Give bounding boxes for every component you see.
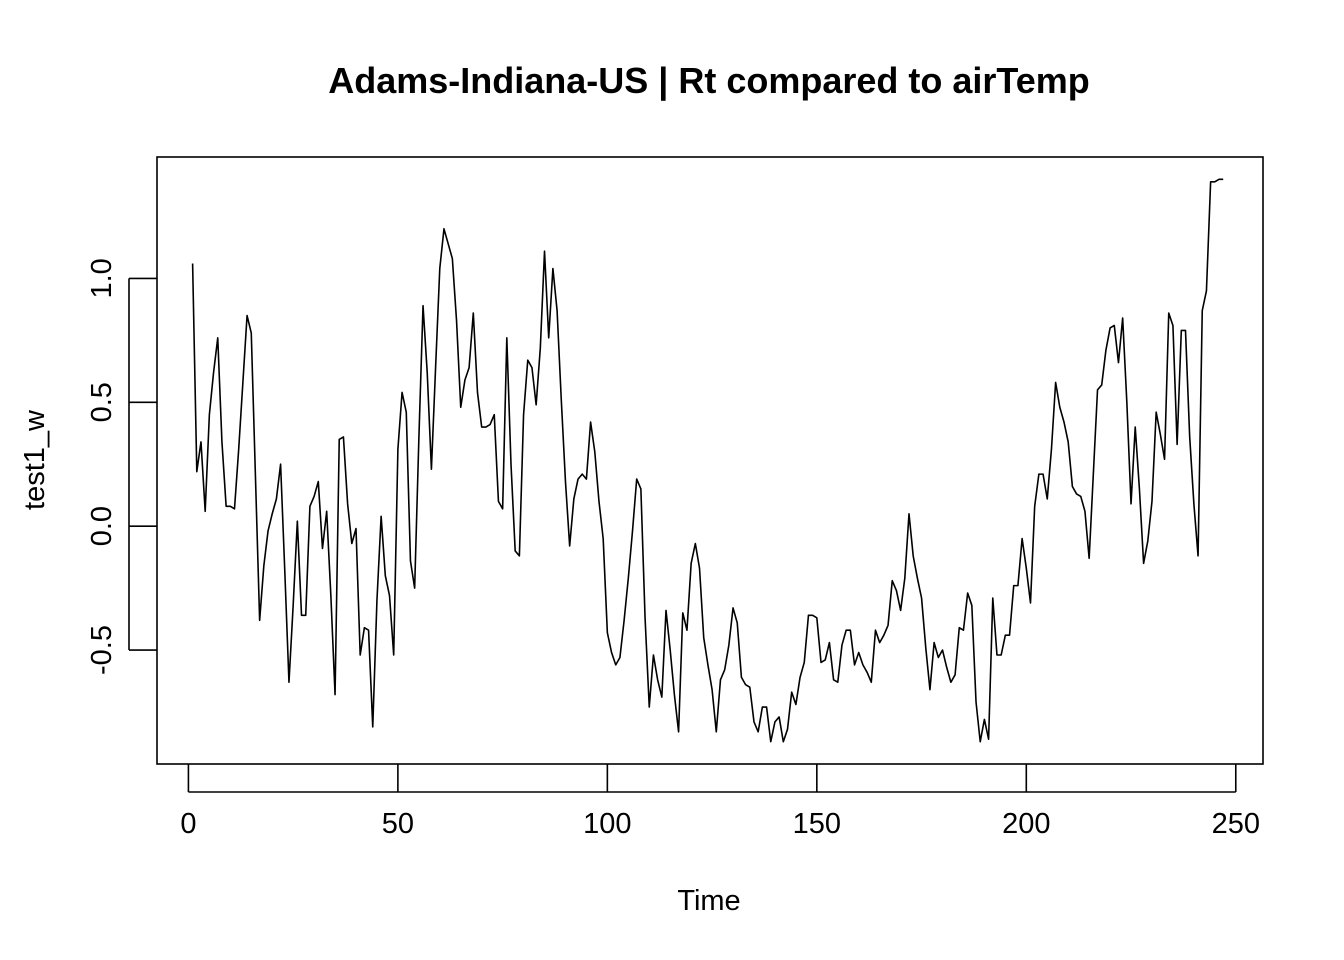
plot-frame <box>156 156 1264 765</box>
y-tick-label: 0.5 <box>86 382 118 422</box>
x-tick-label: 100 <box>583 808 631 840</box>
y-axis-label: test1_w <box>19 409 51 510</box>
y-tick-label: -0.5 <box>86 625 118 675</box>
series-line <box>191 178 1224 743</box>
y-tick-label: 0.0 <box>86 506 118 546</box>
x-tick-label: 0 <box>180 808 196 840</box>
x-axis: 0 50 100 150 200 250 <box>180 764 1260 840</box>
x-tick-label: 50 <box>382 808 414 840</box>
y-axis: -0.5 0.0 0.5 1.0 <box>86 258 157 675</box>
x-tick-label: 200 <box>1002 808 1050 840</box>
x-tick-label: 250 <box>1212 808 1260 840</box>
x-axis-label: Time <box>677 885 740 917</box>
x-tick-label: 150 <box>793 808 841 840</box>
chart-title: Adams-Indiana-US | Rt compared to airTem… <box>328 60 1090 102</box>
y-tick-label: 1.0 <box>86 258 118 298</box>
